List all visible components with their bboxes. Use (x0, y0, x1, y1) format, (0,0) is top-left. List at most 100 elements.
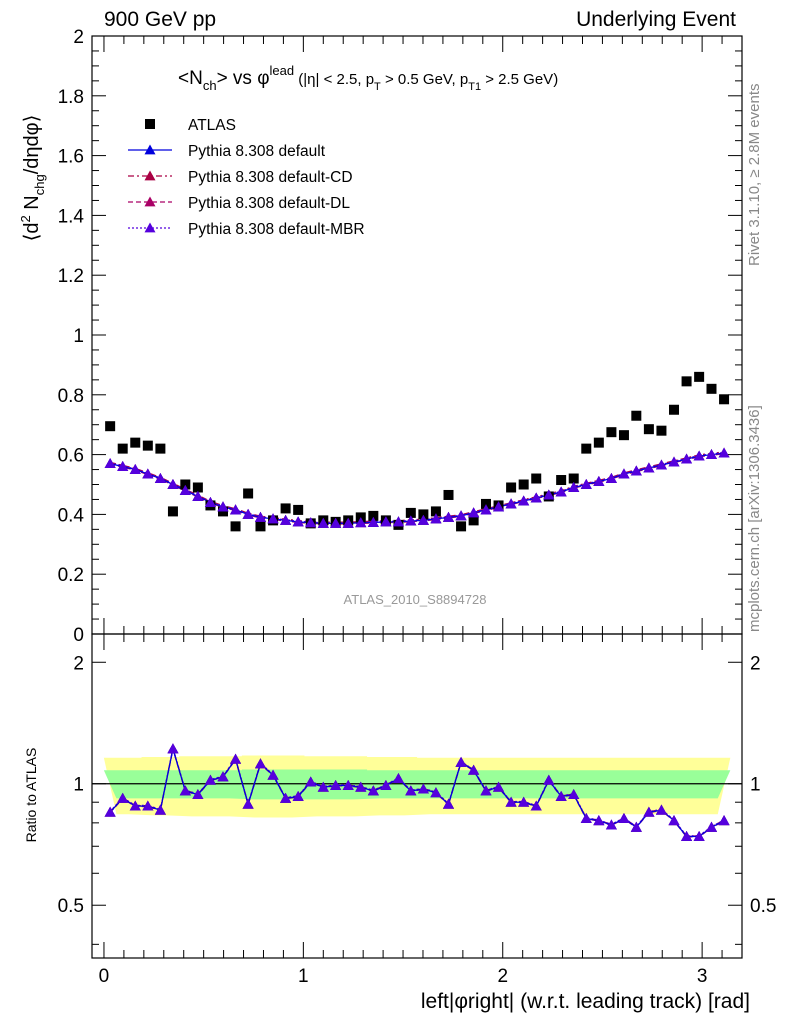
ratio-point (568, 789, 580, 799)
mc-point (693, 450, 705, 461)
ratio-point (242, 798, 254, 809)
ratio-point (142, 800, 154, 811)
ratio-point (693, 831, 705, 841)
mc-point (618, 468, 630, 479)
atlas-point (405, 507, 416, 518)
x-tick-label: 2 (497, 966, 508, 987)
ratio-frame (91, 633, 743, 959)
markers (104, 371, 730, 841)
y-tick-label-main: 1.6 (58, 147, 84, 168)
ratio-point (480, 785, 492, 796)
mc-point (455, 510, 467, 521)
header-left: 900 GeV pp (104, 8, 217, 31)
mc-point (568, 481, 580, 492)
mc-point (342, 517, 354, 528)
atlas-point (593, 437, 604, 448)
ratio-point (593, 815, 605, 826)
mc-point (681, 453, 693, 464)
x-tick-label: 0 (99, 966, 110, 987)
mc-point (280, 514, 292, 525)
mc-point (630, 465, 642, 476)
mc-point (668, 456, 680, 467)
atlas-point (105, 421, 116, 432)
ratio-point (330, 780, 342, 790)
uncertainty-bands (103, 755, 731, 818)
atlas-point (694, 371, 705, 382)
atlas-point (531, 473, 542, 484)
ratio-point (468, 764, 480, 775)
ratio-point (668, 815, 680, 826)
ratio-point (280, 792, 292, 803)
ratio-point (342, 780, 354, 790)
y-tick-label-ratio: 0.5 (58, 896, 84, 917)
mc-point (705, 449, 717, 459)
tick-labels: 0 0.2 0.4 0.6 0.8 1 1.2 1.4 1.6 1.8 2 0.5 0.5 1 1 2 2 0 1 2… (58, 27, 777, 987)
atlas-point (669, 404, 680, 415)
mc-point (142, 468, 154, 479)
atlas-point (155, 443, 166, 454)
atlas-point (255, 521, 266, 532)
atlas-point (280, 503, 291, 514)
mc-point (217, 501, 229, 512)
mc-point (330, 517, 342, 528)
y-tick-label-main: 0 (73, 625, 84, 646)
atlas-point (468, 515, 479, 526)
y-tick-label-main: 2 (73, 27, 84, 48)
atlas-point (480, 498, 491, 509)
mc-point (355, 517, 367, 528)
mc-point (179, 484, 191, 495)
atlas-point (581, 443, 592, 454)
y-tick-label-ratio: 1 (73, 775, 84, 796)
atlas-point (556, 475, 567, 486)
header-right: Underlying Event (576, 8, 736, 31)
legend-marker (144, 196, 156, 207)
mc-point (317, 517, 329, 528)
mc-point (292, 516, 304, 527)
y-tick-label-ratio: 2 (73, 653, 84, 674)
atlas-point (293, 504, 304, 515)
mc-point (718, 447, 730, 458)
ratio-point (493, 781, 505, 792)
ratio-point (605, 819, 617, 830)
mc-point (392, 516, 404, 527)
atlas-point (217, 506, 228, 517)
mc-point (267, 513, 279, 524)
y-axis-label-ratio: Ratio to ATLAS (23, 748, 39, 843)
ratio-point (555, 790, 567, 801)
mc-point (242, 508, 254, 519)
ratio-point (217, 771, 229, 782)
ratio-point (204, 774, 216, 785)
mc-point (505, 498, 517, 509)
ratio-point (618, 813, 630, 823)
mc-point (443, 511, 455, 522)
ratio-point (192, 789, 204, 799)
ratio-point (129, 800, 141, 811)
ratio-point (167, 743, 179, 754)
atlas-point (192, 482, 203, 493)
mc-point (493, 501, 505, 512)
atlas-point (568, 473, 579, 484)
legend: ATLAS Pythia 8.308 default Pythia 8.308 de… (128, 117, 365, 238)
atlas-point (518, 479, 529, 490)
y-tick-label-main: 1.8 (58, 87, 84, 108)
atlas-point (631, 410, 642, 421)
mc-point (367, 516, 379, 527)
y-tick-label-main: 0.8 (58, 386, 84, 407)
mc-point (192, 490, 204, 501)
ratio-point (518, 796, 530, 807)
atlas-point (130, 437, 141, 448)
mc-point (530, 492, 542, 503)
mc-point (480, 504, 492, 515)
atlas-point (230, 521, 241, 532)
ratio-point (630, 821, 642, 832)
mc-point (518, 495, 530, 506)
mc-point (417, 514, 429, 525)
legend-label: Pythia 8.308 default-CD (188, 169, 353, 186)
ratio-point (443, 798, 455, 809)
mc-point (430, 513, 442, 524)
mc-point (655, 459, 667, 470)
y-tick-label-main: 1 (73, 326, 84, 347)
legend-label: Pythia 8.308 default-MBR (188, 221, 365, 238)
atlas-point (456, 521, 467, 532)
